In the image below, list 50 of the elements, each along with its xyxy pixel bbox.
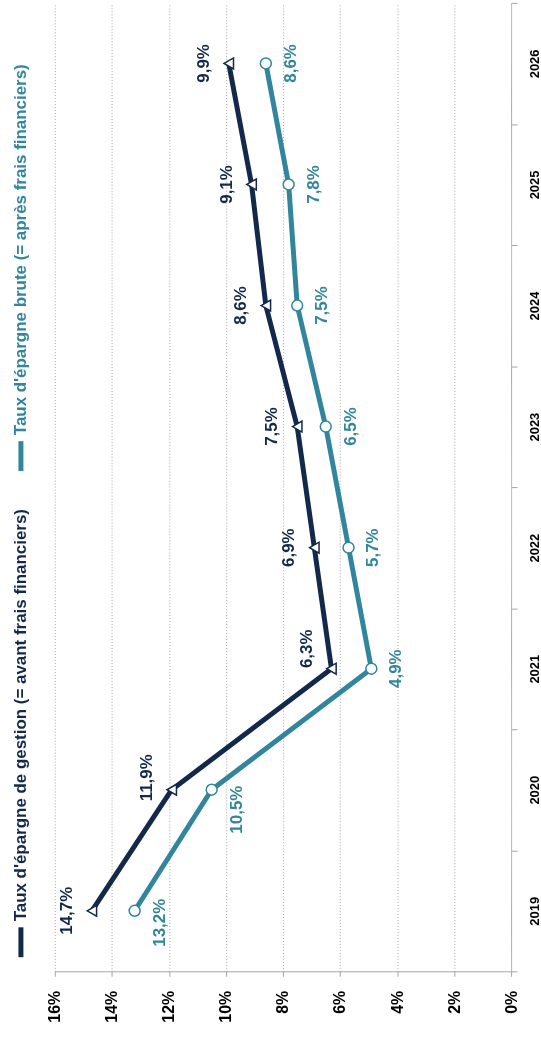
x-tick-label: 8% bbox=[274, 990, 292, 1014]
point bbox=[246, 178, 258, 191]
x-tick-label: 12% bbox=[160, 990, 178, 1023]
point bbox=[325, 662, 337, 675]
y-tick-label: 2023 bbox=[526, 412, 541, 442]
y-tick-label: 2026 bbox=[526, 49, 541, 79]
data-label: 6,9% bbox=[279, 528, 299, 567]
data-label: 9,1% bbox=[216, 165, 236, 204]
data-label: 4,9% bbox=[386, 649, 406, 688]
point bbox=[291, 420, 303, 433]
data-label: 6,3% bbox=[296, 629, 316, 669]
x-tick-label: 4% bbox=[388, 990, 406, 1014]
x-tick-label: 10% bbox=[217, 990, 235, 1023]
y-tick-label: 2022 bbox=[526, 533, 541, 563]
point bbox=[260, 299, 272, 312]
data-label: 7,5% bbox=[262, 407, 282, 446]
point bbox=[291, 299, 304, 312]
data-label: 11,9% bbox=[136, 754, 156, 802]
y-tick-label: 2019 bbox=[526, 896, 541, 926]
data-label: 6,5% bbox=[340, 407, 360, 446]
text: Taux d'épargne brute (= après frais financiers) bbox=[10, 64, 30, 436]
y-tick-label: 2025 bbox=[526, 170, 541, 200]
point bbox=[166, 783, 178, 796]
point bbox=[342, 541, 355, 554]
point bbox=[259, 57, 273, 70]
data-label: 7,5% bbox=[312, 286, 332, 325]
point bbox=[319, 420, 332, 433]
point bbox=[282, 178, 295, 191]
data-label: 13,2% bbox=[149, 898, 169, 947]
y-tick-label: 2021 bbox=[526, 654, 541, 684]
point bbox=[128, 904, 141, 917]
x-tick-label: 0% bbox=[502, 990, 520, 1014]
x-tick-label: 6% bbox=[331, 990, 349, 1014]
data-label: 8,6% bbox=[230, 286, 250, 325]
y-tick-label: 2020 bbox=[526, 775, 541, 805]
data-label: 8,6% bbox=[280, 44, 300, 83]
x-tick-label: 14% bbox=[103, 990, 121, 1023]
text: Taux d'épargne de gestion (= avant frais financiers) bbox=[10, 509, 30, 922]
point bbox=[223, 57, 235, 70]
x-tick-label: 2% bbox=[445, 990, 463, 1014]
point bbox=[365, 662, 378, 675]
data-label: 14,7% bbox=[56, 886, 76, 935]
data-label: 10,5% bbox=[226, 785, 246, 834]
data-label: 7,8% bbox=[303, 165, 323, 204]
point bbox=[205, 783, 218, 796]
y-tick-label: 2024 bbox=[526, 290, 541, 321]
x-tick-label: 16% bbox=[46, 990, 64, 1023]
data-label: 9,9% bbox=[193, 44, 213, 83]
data-label: 5,7% bbox=[363, 528, 383, 567]
point bbox=[308, 541, 320, 554]
